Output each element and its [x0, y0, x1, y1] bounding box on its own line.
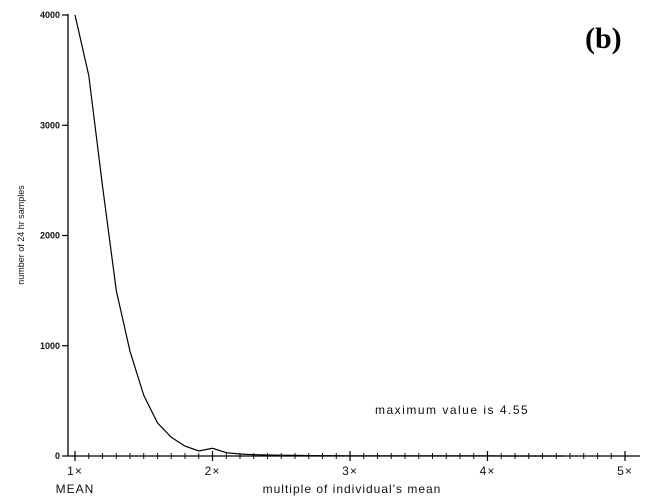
x-axis-label: multiple of individual's mean	[263, 482, 442, 496]
x-tick-label: 5×	[617, 464, 633, 478]
x-tick-label: 4×	[480, 464, 496, 478]
axes	[67, 14, 640, 457]
y-tick-label: 1000	[40, 341, 60, 351]
x-minor-ticks	[88, 453, 612, 459]
series-line	[74, 14, 564, 457]
y-tick-label: 2000	[40, 231, 60, 241]
x-tick-label: 3×	[342, 464, 358, 478]
x-tick-label: 1×	[67, 464, 83, 478]
x-tick-label: 2×	[205, 464, 221, 478]
y-tick-label: 4000	[40, 10, 60, 20]
y-tick-label: 3000	[40, 120, 60, 130]
x-ticks: 1× 2× 3× 4× 5×	[67, 451, 633, 478]
y-axis-label: number of 24 hr samples	[16, 185, 26, 285]
x-axis-secondary-label: MEAN	[56, 482, 95, 496]
y-tick-label: 0	[55, 451, 60, 461]
annotation: maximum value is 4.55	[375, 403, 529, 417]
panel-label: (b)	[585, 22, 622, 55]
y-ticks: 0 1000 2000 3000 4000	[40, 10, 68, 461]
